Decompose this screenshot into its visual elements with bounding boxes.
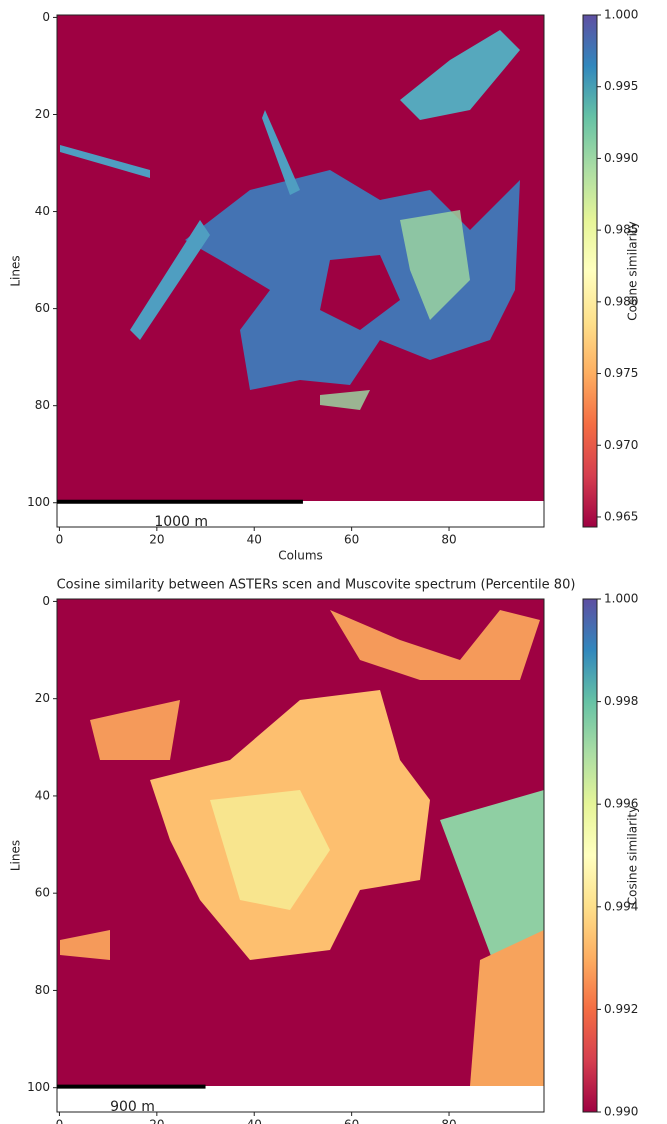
axes-frame: [56, 14, 545, 528]
y-tick-label: 80: [35, 398, 50, 412]
heatmap-areas: [60, 30, 520, 410]
colorbar: [582, 14, 598, 528]
y-axis-label: Lines: [9, 840, 23, 871]
colorbar-tick-label: 0.995: [604, 79, 638, 93]
colorbar-tick-label: 0.980: [604, 294, 638, 308]
colorbar-tick-label: 0.990: [604, 151, 638, 165]
y-tick-label: 20: [35, 691, 50, 705]
y-tick-label: 100: [27, 495, 50, 509]
y-tick-label: 20: [35, 107, 50, 121]
x-tick-label: 60: [344, 1118, 359, 1124]
colorbar-tick-label: 1.000: [604, 8, 638, 22]
chart-title: Cosine similarity between ASTERs scen an…: [57, 578, 576, 593]
y-tick-label: 0: [42, 10, 50, 24]
y-tick-label: 0: [42, 594, 50, 608]
axes-frame: [56, 598, 545, 1113]
y-axis-label: Lines: [9, 255, 23, 286]
colorbar: [582, 598, 598, 1113]
scale-bar-label: 900 m: [110, 1099, 155, 1115]
y-tick-label: 80: [35, 983, 50, 997]
scale-bar-label: 1000 m: [154, 514, 208, 530]
colorbar-tick-label: 0.970: [604, 438, 638, 452]
x-tick-label: 20: [149, 1118, 164, 1124]
colorbar-tick-label: 0.994: [604, 899, 638, 913]
y-tick-label: 60: [35, 301, 50, 315]
y-tick-label: 60: [35, 886, 50, 900]
colorbar-tick-label: 0.996: [604, 797, 638, 811]
x-tick-label: 40: [247, 1118, 262, 1124]
y-tick-label: 40: [35, 788, 50, 802]
x-tick-label: 0: [56, 533, 64, 547]
colorbar-tick-label: 0.998: [604, 694, 638, 708]
colorbar-tick-label: 1.000: [604, 592, 638, 606]
colorbar-tick-label: 0.975: [604, 366, 638, 380]
colorbar-tick-label: 0.990: [604, 1105, 638, 1119]
y-tick-label: 40: [35, 204, 50, 218]
heatmap-areas: [60, 610, 544, 1086]
colorbar-tick-label: 0.992: [604, 1002, 638, 1016]
colorbar-label: Cosine similarity: [626, 806, 640, 905]
colorbar-label: Cosine similarity: [626, 221, 640, 320]
x-tick-label: 40: [247, 533, 262, 547]
x-tick-label: 80: [441, 1118, 456, 1124]
x-tick-label: 0: [56, 1118, 64, 1124]
x-tick-label: 20: [149, 533, 164, 547]
colorbar-tick-label: 0.985: [604, 223, 638, 237]
y-tick-label: 100: [27, 1080, 50, 1094]
x-tick-label: 60: [344, 533, 359, 547]
x-tick-label: 80: [441, 533, 456, 547]
colorbar-tick-label: 0.965: [604, 509, 638, 523]
x-axis-label: Colums: [278, 549, 323, 563]
